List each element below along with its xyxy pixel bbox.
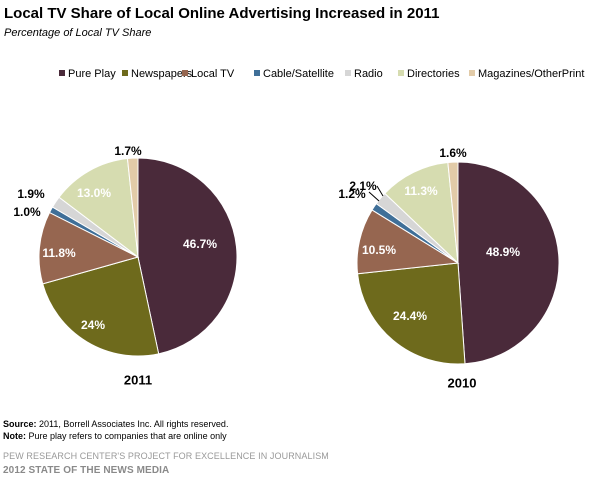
source-label: Source: — [3, 419, 37, 429]
chart-subtitle: Percentage of Local TV Share — [4, 27, 152, 39]
slice-label: 10.5% — [362, 243, 396, 257]
footer-publisher: PEW RESEARCH CENTER'S PROJECT FOR EXCELL… — [3, 451, 329, 461]
slice-label: 24% — [81, 318, 105, 332]
chart-notes: Source: 2011, Borrell Associates Inc. Al… — [3, 418, 228, 442]
slice-label: 13.0% — [77, 186, 111, 200]
slice-label: 48.9% — [486, 245, 520, 259]
pie-2010: 48.9% 24.4% 10.5% 1.2%2.1% 11.3% 1.6% 2010 — [338, 146, 560, 390]
legend-swatch — [398, 70, 404, 76]
legend-label: Pure Play — [68, 68, 116, 80]
pie-slice-pure-play — [137, 157, 238, 355]
legend-label: Radio — [354, 68, 383, 80]
legend-item-cable-satellite: Cable/Satellite — [254, 68, 334, 80]
source-text: 2011, Borrell Associates Inc. All rights… — [36, 419, 229, 429]
pie-slice-magazines-otherprint — [447, 161, 459, 264]
pie-slice-local-tv — [38, 211, 140, 285]
footnote: Note: Pure play refers to companies that… — [3, 430, 228, 442]
pie-slice-pure-play — [457, 161, 560, 365]
year-label: 2010 — [448, 375, 477, 390]
leader-line — [376, 185, 384, 197]
legend-label: Cable/Satellite — [263, 68, 334, 80]
legend-item-newspapers: Newspapers — [122, 68, 192, 80]
pie-2011: 46.7% 24% 11.8% 1.0% 1.9% 13.0% 1.7% 2011 — [13, 144, 238, 387]
slice-label: 2.1% — [349, 179, 377, 193]
legend-swatch — [345, 70, 351, 76]
legend: Pure Play Newspapers Local TV Cable/Satelli… — [0, 68, 608, 84]
legend-item-directories: Directories — [398, 68, 460, 80]
legend-swatch — [182, 70, 188, 76]
legend-item-magazines-otherprint: Magazines/OtherPrint — [469, 68, 584, 80]
slice-label: 1.6% — [439, 146, 467, 160]
pie-slice-newspapers — [357, 262, 466, 365]
slice-label: 11.8% — [42, 246, 76, 260]
legend-label: Local TV — [191, 68, 235, 80]
pie-slice-magazines-otherprint — [126, 157, 139, 258]
legend-label: Magazines/OtherPrint — [478, 68, 585, 80]
note-label: Note: — [3, 431, 26, 441]
slice-label: 1.7% — [114, 144, 142, 158]
legend-swatch — [122, 70, 128, 76]
pie-slice-newspapers — [42, 256, 160, 357]
slice-label: 11.3% — [404, 184, 438, 198]
legend-label: Directories — [407, 68, 460, 80]
legend-item-radio: Radio — [345, 68, 383, 80]
source-note: Source: 2011, Borrell Associates Inc. Al… — [3, 418, 228, 430]
legend-label: Newspapers — [131, 68, 193, 80]
slice-label: 24.4% — [393, 309, 427, 323]
slice-label: 1.0% — [13, 205, 41, 219]
footer-report: 2012 STATE OF THE NEWS MEDIA — [3, 465, 170, 476]
legend-swatch — [469, 70, 475, 76]
chart-title: Local TV Share of Local Online Advertisi… — [4, 5, 440, 22]
leader-line — [368, 191, 380, 202]
year-label: 2011 — [124, 372, 152, 387]
slice-label: 1.9% — [17, 187, 45, 201]
slice-label: 46.7% — [183, 237, 217, 251]
legend-swatch — [254, 70, 260, 76]
legend-item-local-tv: Local TV — [182, 68, 234, 80]
legend-swatch — [59, 70, 65, 76]
slice-label: 1.2% — [338, 187, 366, 201]
pie-slice-directories — [58, 158, 139, 259]
pie-slice-directories — [384, 161, 459, 265]
note-text: Pure play refers to companies that are o… — [26, 431, 227, 441]
legend-item-pure-play: Pure Play — [59, 68, 116, 80]
